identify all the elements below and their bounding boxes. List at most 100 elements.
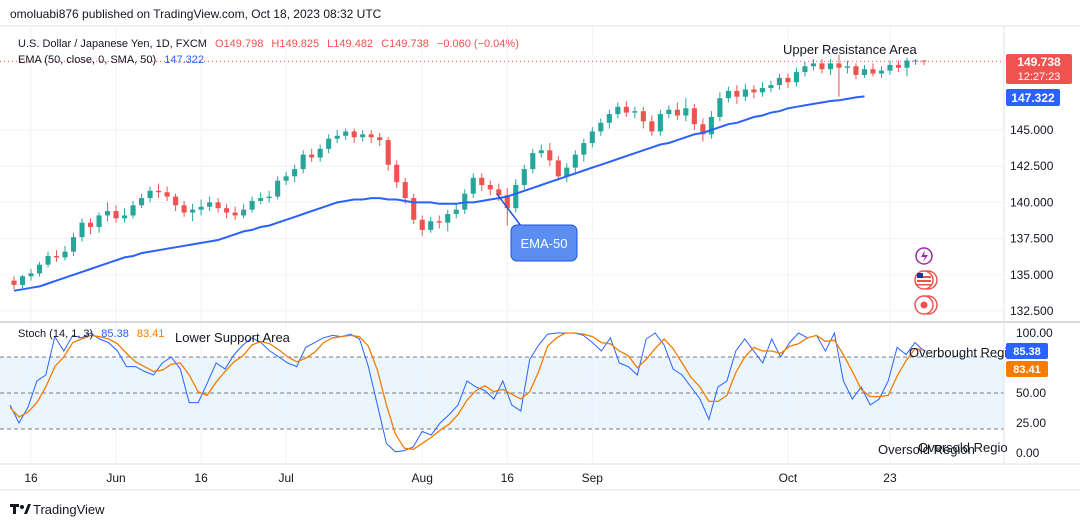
candle[interactable] — [122, 208, 128, 223]
candle[interactable] — [232, 206, 238, 220]
candle[interactable] — [292, 164, 298, 183]
candle[interactable] — [87, 218, 94, 235]
candle[interactable] — [377, 132, 383, 146]
candle[interactable] — [623, 101, 629, 117]
ema-price-tag[interactable]: 147.322 — [1006, 89, 1060, 106]
candle[interactable] — [530, 148, 536, 174]
candle[interactable] — [572, 150, 578, 174]
candle[interactable] — [190, 203, 196, 222]
footer-brand[interactable]: TradingView — [33, 502, 105, 517]
candle[interactable] — [538, 144, 544, 158]
candle[interactable] — [921, 60, 927, 66]
stoch-d-line[interactable] — [9, 332, 925, 451]
candle[interactable] — [70, 232, 77, 256]
tradingview-logo-icon[interactable] — [10, 504, 31, 514]
candle[interactable] — [215, 198, 221, 213]
candle[interactable] — [513, 179, 519, 213]
candle[interactable] — [317, 144, 323, 162]
candles[interactable] — [11, 54, 927, 290]
candle[interactable] — [555, 156, 561, 181]
candle[interactable] — [844, 60, 851, 74]
candle[interactable] — [768, 80, 774, 93]
candle[interactable] — [657, 109, 663, 136]
last-price-tag[interactable]: 149.738 12:27:23 — [1006, 54, 1072, 84]
candle[interactable] — [173, 193, 179, 212]
ema-callout-box[interactable] — [510, 224, 578, 262]
candle[interactable] — [156, 183, 162, 199]
candle[interactable] — [827, 59, 833, 75]
candle[interactable] — [589, 127, 595, 148]
candle[interactable] — [810, 59, 816, 71]
oversold-label-b[interactable]: Oversold Regio — [918, 440, 1008, 455]
candle[interactable] — [632, 106, 638, 119]
candle[interactable] — [258, 192, 264, 204]
candle[interactable] — [334, 130, 340, 144]
candle[interactable] — [96, 212, 102, 233]
candle[interactable] — [470, 173, 476, 199]
candle[interactable] — [836, 54, 842, 97]
stoch-axis[interactable]: 0.00 25.00 50.00 100.00 — [1016, 326, 1053, 460]
candle[interactable] — [887, 60, 893, 75]
candle[interactable] — [691, 103, 697, 130]
candle[interactable] — [147, 186, 153, 203]
candle[interactable] — [266, 190, 272, 203]
candle[interactable] — [598, 118, 604, 136]
candle[interactable] — [79, 218, 85, 242]
candle[interactable] — [785, 73, 791, 89]
candle[interactable] — [717, 92, 723, 122]
candle[interactable] — [700, 118, 706, 142]
candle[interactable] — [734, 85, 740, 104]
candle[interactable] — [130, 200, 136, 219]
candle[interactable] — [113, 205, 119, 223]
candle[interactable] — [870, 63, 876, 77]
candle[interactable] — [759, 82, 765, 97]
candle[interactable] — [419, 215, 425, 236]
candle[interactable] — [453, 203, 459, 219]
candle[interactable] — [385, 137, 391, 171]
candle[interactable] — [776, 73, 782, 90]
candle[interactable] — [394, 160, 400, 188]
stoch-k-line[interactable] — [9, 331, 925, 453]
lightning-icon[interactable] — [915, 247, 933, 265]
stoch-d-tag[interactable]: 83.41 — [1006, 361, 1048, 377]
candle[interactable] — [521, 164, 527, 190]
candle[interactable] — [411, 193, 417, 225]
candle[interactable] — [224, 203, 230, 219]
candle[interactable] — [547, 143, 553, 167]
candle[interactable] — [861, 64, 868, 78]
candle[interactable] — [479, 173, 485, 191]
japan-flag-icon[interactable] — [914, 295, 938, 315]
upper-resistance-label[interactable]: Upper Resistance Area — [783, 42, 917, 57]
candle[interactable] — [105, 202, 111, 222]
candle[interactable] — [904, 57, 910, 77]
candle[interactable] — [28, 269, 34, 281]
candle[interactable] — [309, 148, 315, 162]
candle[interactable] — [649, 115, 655, 136]
candle[interactable] — [895, 60, 902, 73]
candle[interactable] — [283, 171, 289, 186]
candle[interactable] — [853, 63, 859, 80]
candle[interactable] — [249, 196, 255, 213]
candle[interactable] — [742, 83, 748, 102]
candle[interactable] — [53, 250, 60, 262]
candle[interactable] — [674, 102, 680, 120]
stoch-k-tag[interactable]: 85.38 — [1006, 343, 1048, 359]
candle[interactable] — [725, 86, 731, 103]
candle[interactable] — [402, 177, 408, 204]
candle[interactable] — [487, 180, 493, 196]
candle[interactable] — [351, 128, 357, 144]
candle[interactable] — [615, 102, 621, 119]
ema-50-line[interactable] — [13, 95, 865, 292]
candle[interactable] — [819, 59, 825, 74]
overbought-label[interactable]: Overbought Regi — [909, 345, 1007, 360]
candle[interactable] — [207, 196, 213, 212]
candle[interactable] — [751, 85, 757, 99]
candle[interactable] — [360, 130, 366, 142]
candle[interactable] — [640, 106, 646, 129]
candle[interactable] — [606, 109, 612, 129]
lower-support-label[interactable]: Lower Support Area — [175, 330, 291, 345]
candle[interactable] — [912, 59, 919, 65]
candle[interactable] — [275, 176, 281, 200]
candle[interactable] — [11, 276, 17, 290]
candle[interactable] — [198, 199, 204, 216]
